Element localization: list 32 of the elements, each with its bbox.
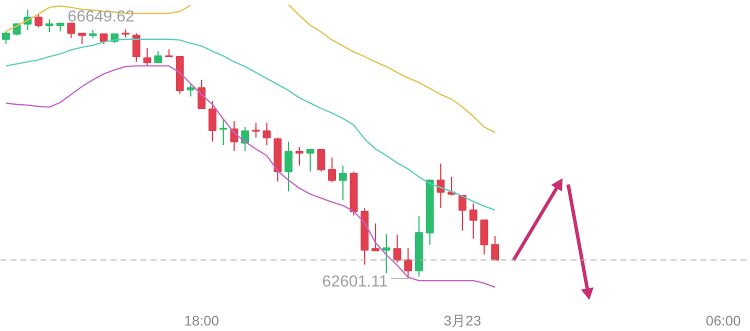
candlestick: [186, 83, 195, 98]
candlestick: [328, 157, 336, 183]
candlestick: [2, 30, 10, 45]
candlestick: [338, 165, 347, 201]
candlestick: [34, 12, 43, 28]
candlestick: [393, 234, 402, 264]
candlestick: [436, 163, 445, 209]
candlestick: [382, 233, 390, 274]
candlestick: [132, 32, 140, 63]
candlestick: [262, 122, 271, 146]
candlestick: [404, 247, 412, 280]
x-tick-label: 3月23: [444, 312, 482, 328]
candlestick: [208, 100, 216, 142]
candlestick: [306, 149, 314, 172]
candlestick: [143, 47, 152, 66]
candlestick: [67, 22, 76, 39]
candlestick: [241, 126, 250, 152]
candlestick: [469, 202, 478, 240]
candlestick: [372, 222, 380, 252]
x-tick-label: 06:00: [706, 312, 742, 328]
candlestick: [198, 79, 206, 110]
annotation: 62601.11: [322, 274, 388, 291]
candlestick: [317, 149, 326, 172]
x-tick-label: 18:00: [184, 312, 220, 328]
candlestick: [458, 194, 466, 232]
annotation: 66649.62: [68, 8, 135, 26]
candlestick: [295, 146, 304, 166]
candlestick: [154, 50, 162, 64]
candlestick: [284, 141, 293, 192]
candlestick: [45, 18, 54, 33]
candlestick: [491, 235, 500, 261]
candlestick: [78, 32, 86, 45]
